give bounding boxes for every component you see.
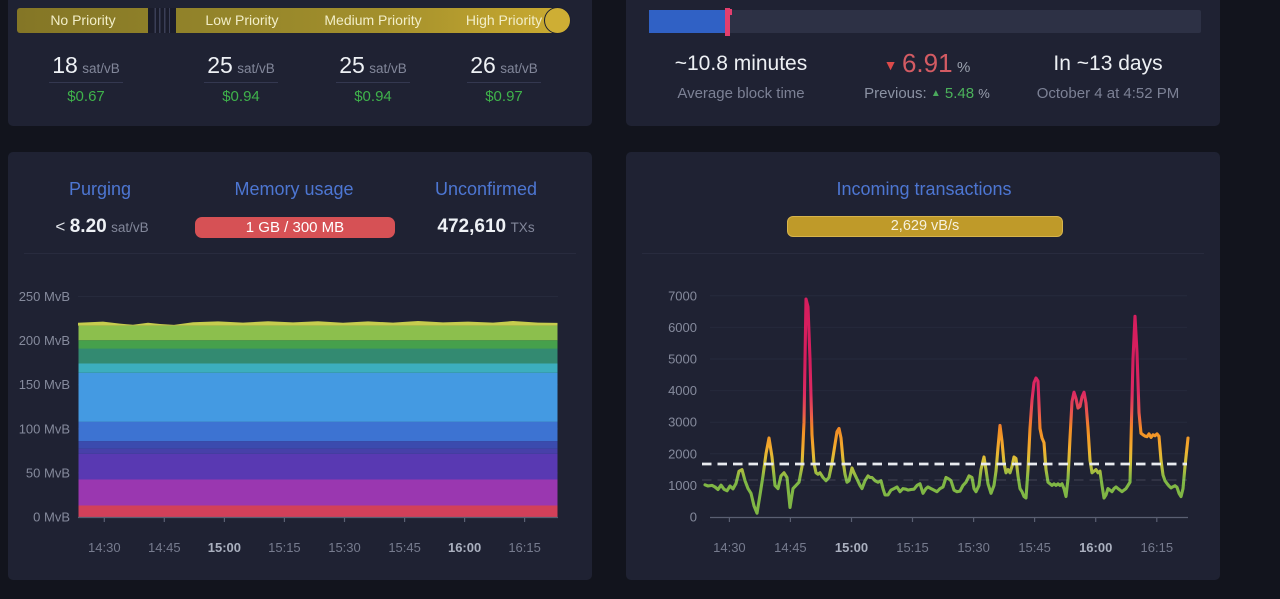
svg-text:0: 0 bbox=[690, 510, 697, 525]
svg-text:15:00: 15:00 bbox=[835, 540, 868, 555]
svg-text:15:30: 15:30 bbox=[328, 540, 361, 555]
svg-text:16:00: 16:00 bbox=[448, 540, 481, 555]
svg-text:0 MvB: 0 MvB bbox=[33, 510, 70, 525]
svg-text:100 MvB: 100 MvB bbox=[19, 421, 70, 436]
svg-text:4000: 4000 bbox=[668, 383, 697, 398]
svg-text:200 MvB: 200 MvB bbox=[19, 333, 70, 348]
svg-text:16:15: 16:15 bbox=[1141, 540, 1174, 555]
svg-text:50 MvB: 50 MvB bbox=[26, 465, 70, 480]
svg-text:3000: 3000 bbox=[668, 415, 697, 430]
svg-text:7000: 7000 bbox=[668, 288, 697, 303]
svg-text:15:45: 15:45 bbox=[388, 540, 421, 555]
svg-text:15:30: 15:30 bbox=[957, 540, 990, 555]
svg-text:1000: 1000 bbox=[668, 478, 697, 493]
svg-text:150 MvB: 150 MvB bbox=[19, 377, 70, 392]
svg-text:5000: 5000 bbox=[668, 352, 697, 367]
svg-text:14:30: 14:30 bbox=[88, 540, 121, 555]
svg-text:15:00: 15:00 bbox=[208, 540, 241, 555]
svg-text:6000: 6000 bbox=[668, 320, 697, 335]
svg-text:14:45: 14:45 bbox=[774, 540, 807, 555]
svg-text:14:45: 14:45 bbox=[148, 540, 181, 555]
svg-text:15:15: 15:15 bbox=[896, 540, 929, 555]
svg-text:15:45: 15:45 bbox=[1018, 540, 1051, 555]
svg-text:2000: 2000 bbox=[668, 446, 697, 461]
svg-text:15:15: 15:15 bbox=[268, 540, 301, 555]
svg-text:14:30: 14:30 bbox=[713, 540, 746, 555]
svg-text:16:00: 16:00 bbox=[1079, 540, 1112, 555]
svg-text:250 MvB: 250 MvB bbox=[19, 289, 70, 304]
svg-text:16:15: 16:15 bbox=[508, 540, 541, 555]
